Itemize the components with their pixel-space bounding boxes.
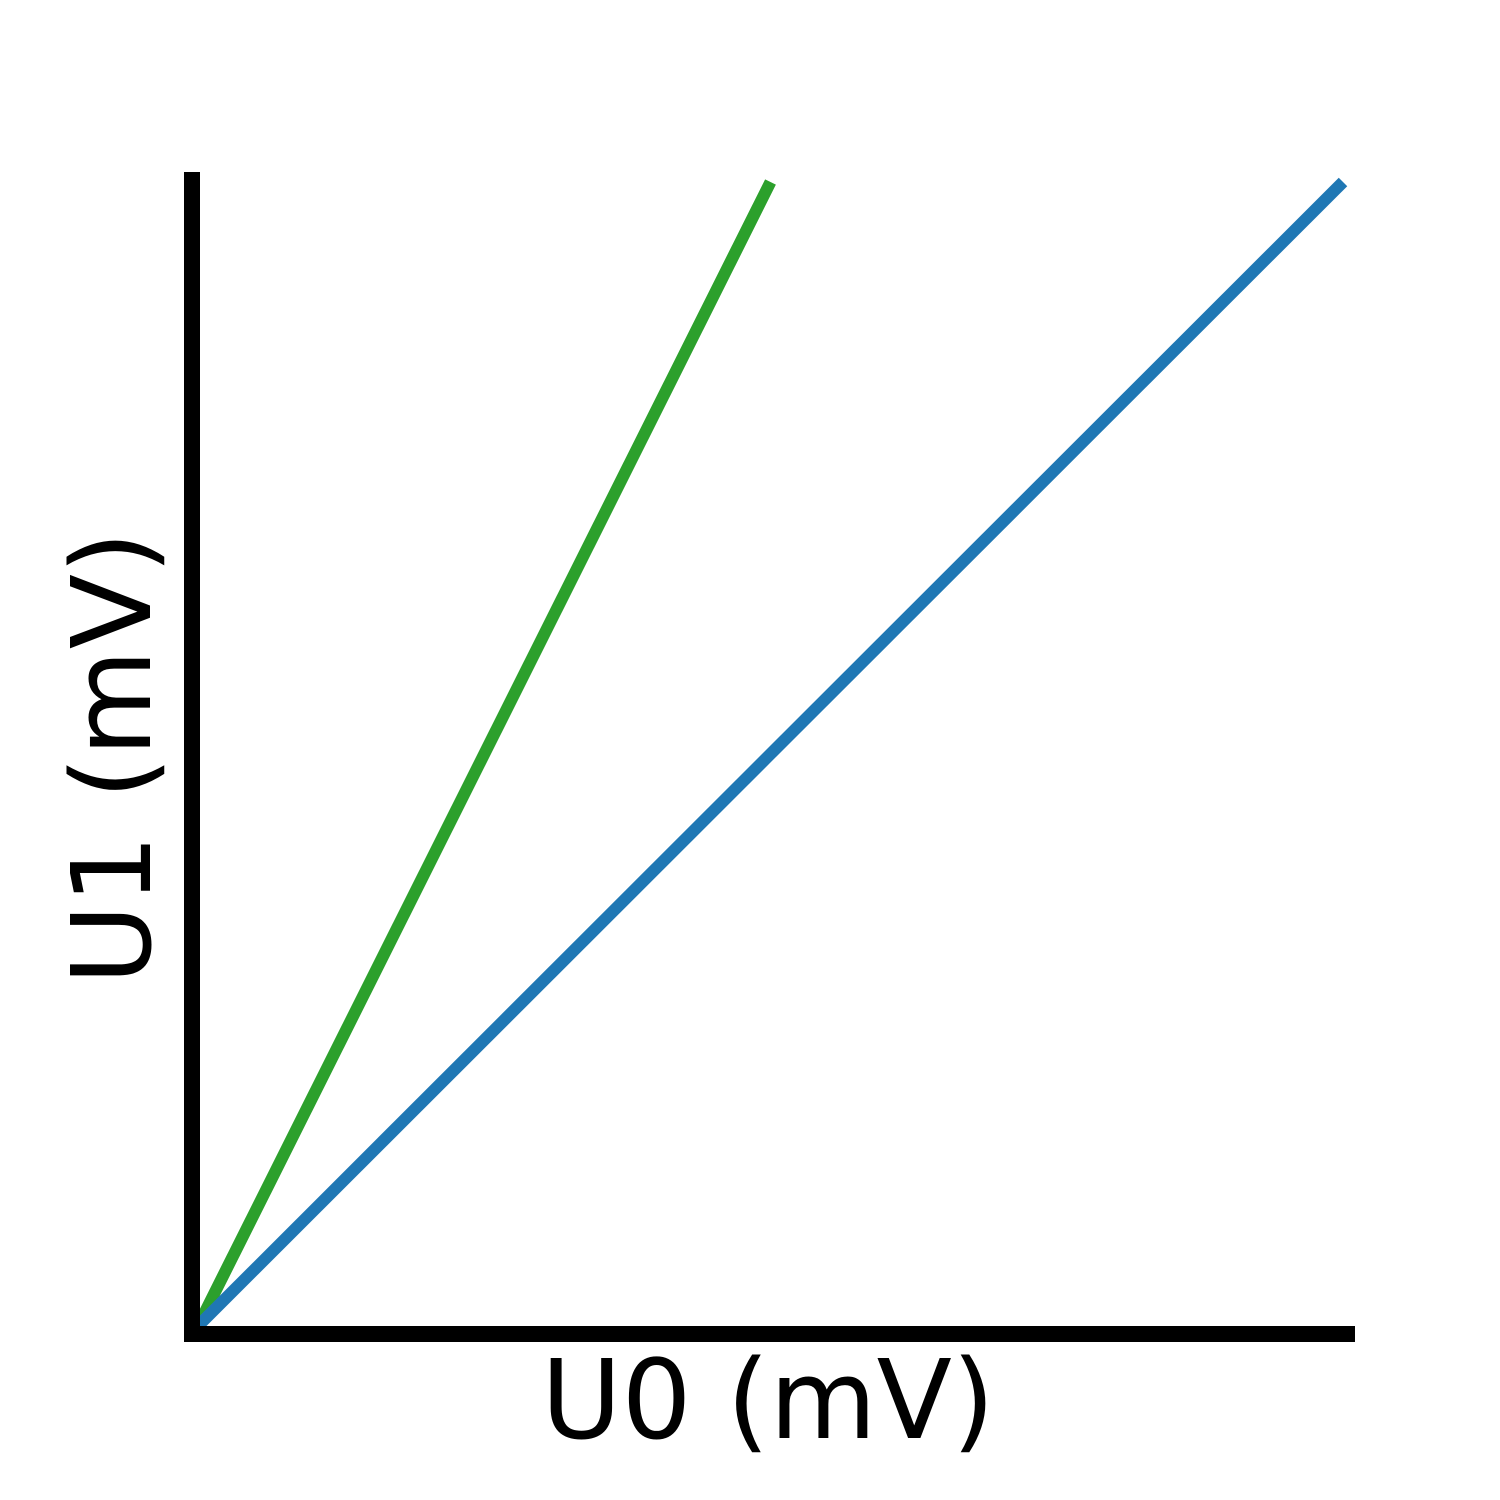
y-axis-label: U1 (mV): [48, 531, 176, 985]
blue-series-line: [193, 177, 1348, 1331]
green-series-line: [192, 179, 776, 1329]
x-axis-label: U0 (mV): [541, 1336, 995, 1464]
series-layer: [192, 177, 1348, 1331]
